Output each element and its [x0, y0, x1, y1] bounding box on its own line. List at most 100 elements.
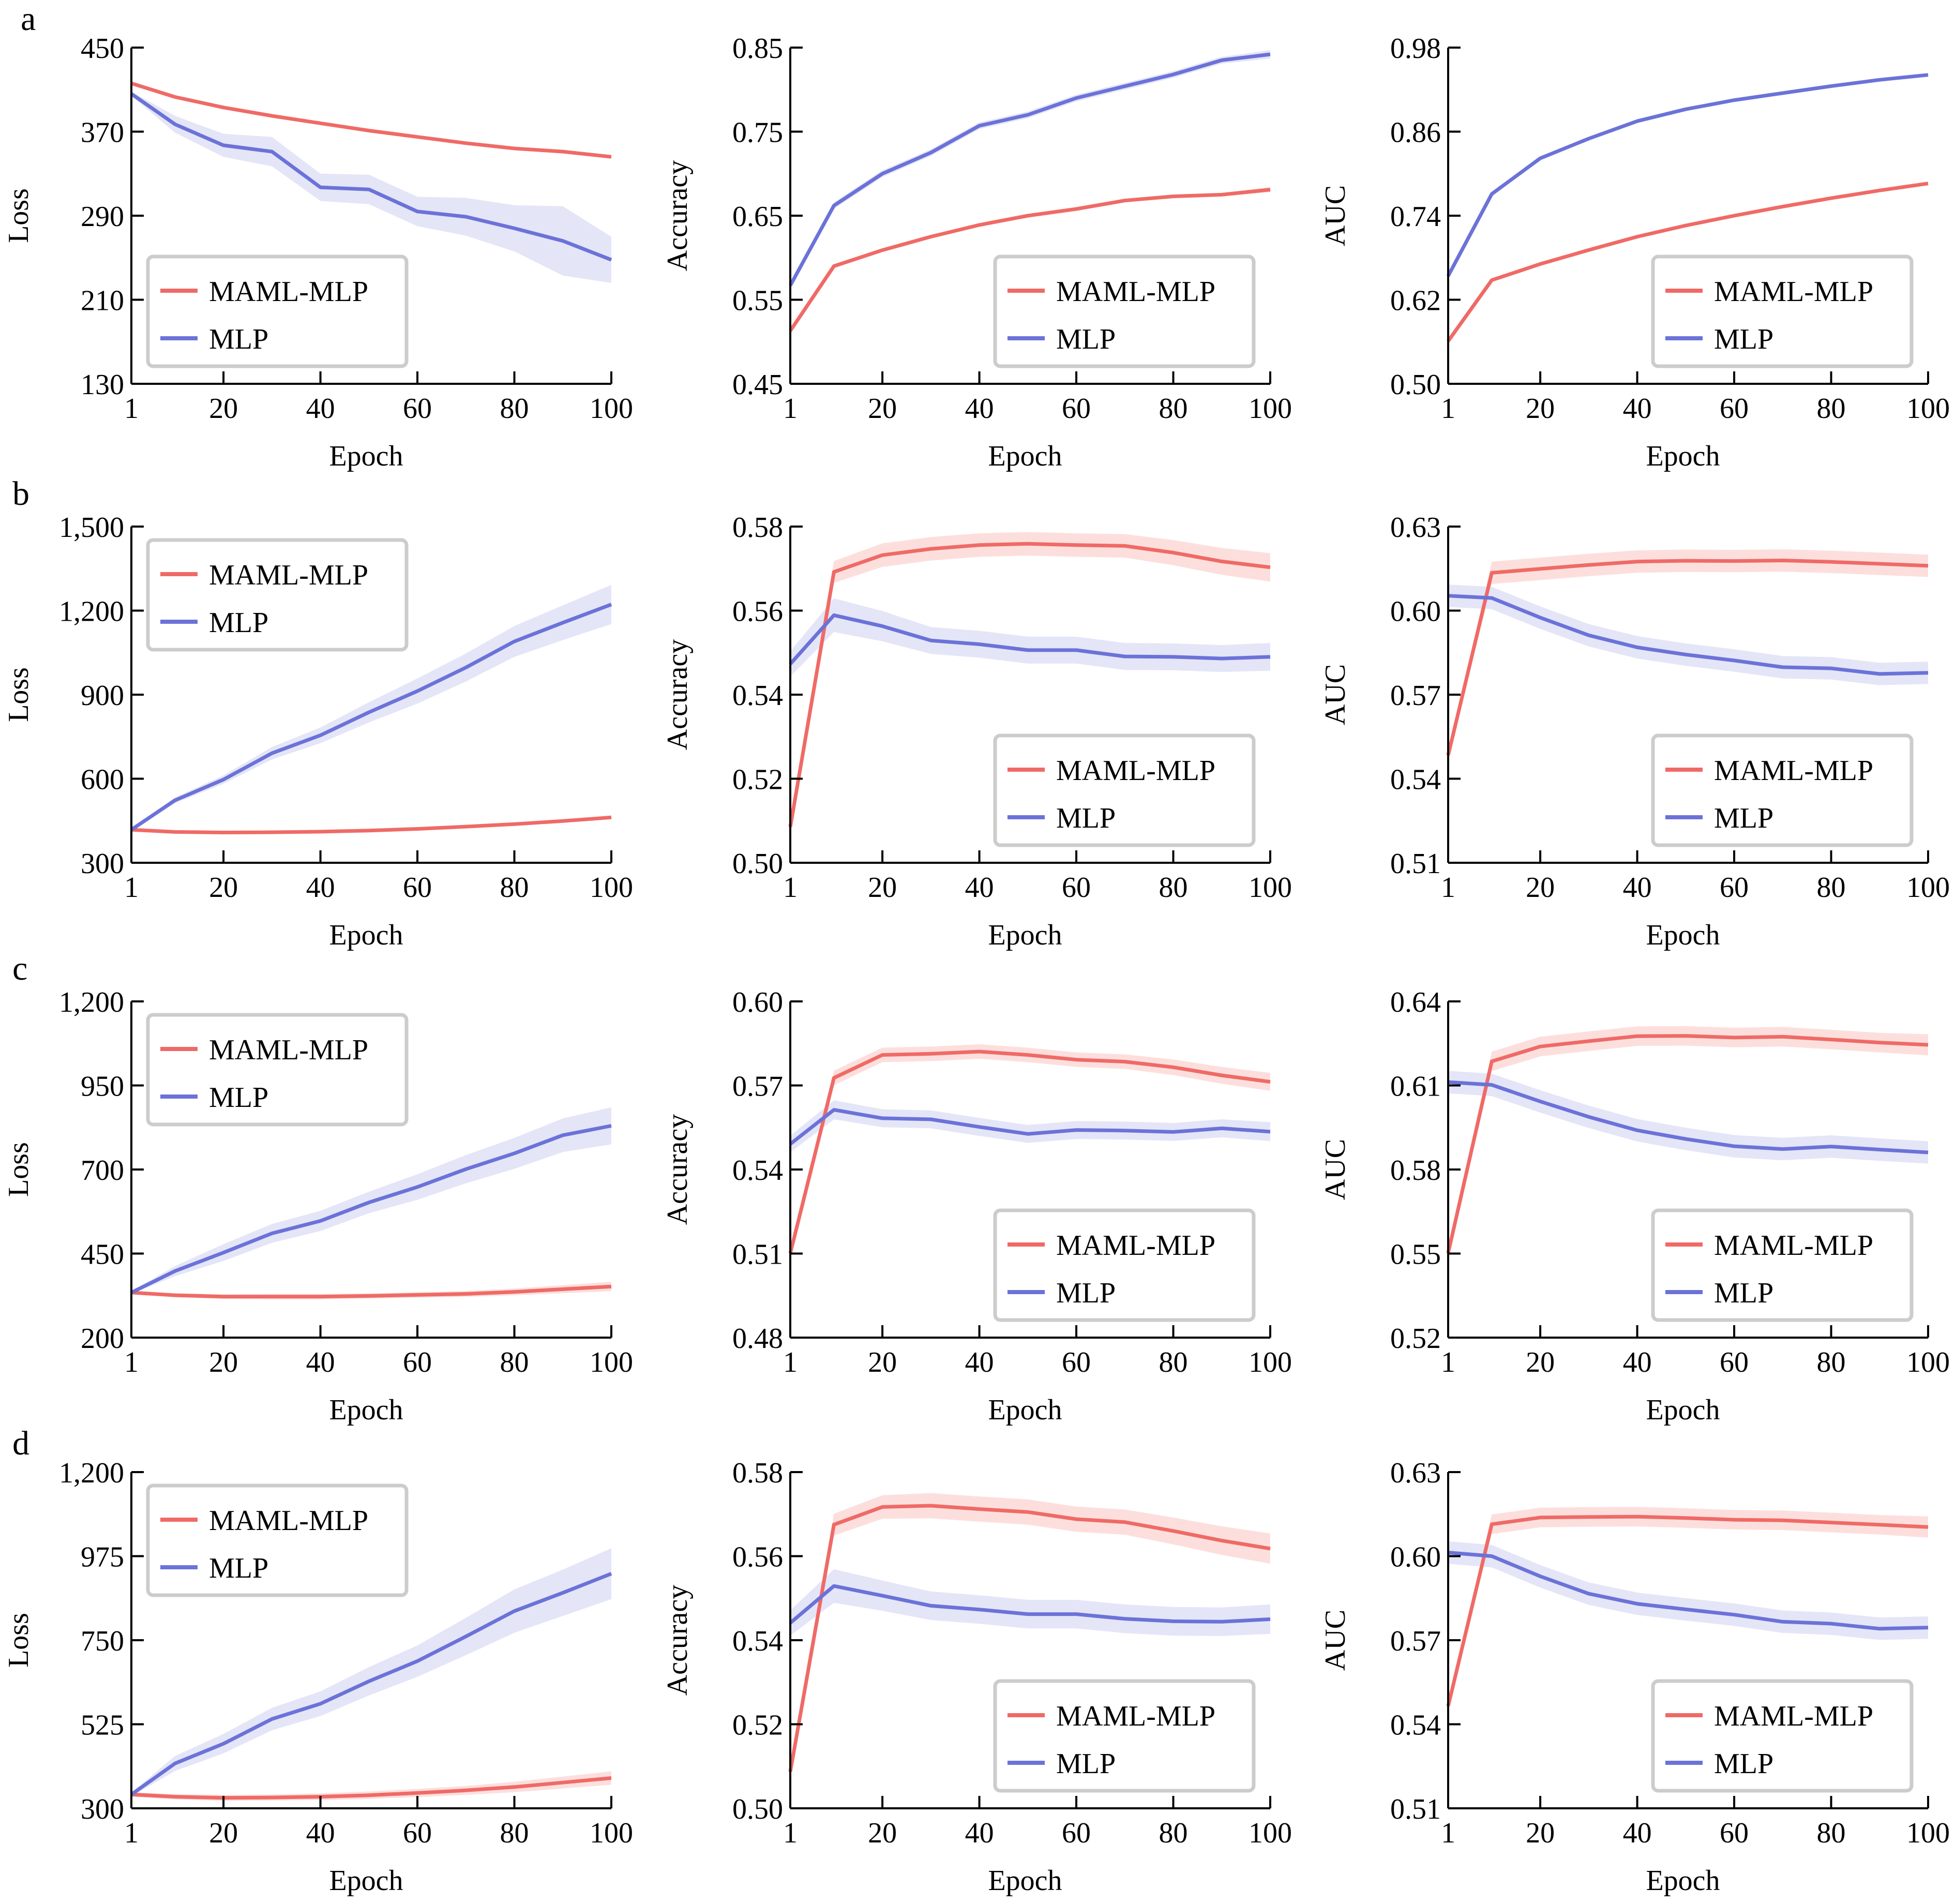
- x-tick-label: 80: [500, 393, 529, 425]
- legend-label-mlp: MLP: [1714, 802, 1773, 834]
- y-tick-label: 290: [81, 201, 124, 233]
- x-tick-label: 100: [1906, 1817, 1950, 1849]
- x-tick-label: 60: [1062, 393, 1091, 425]
- legend-frame: [1653, 1681, 1912, 1791]
- legend-frame: [995, 1681, 1254, 1791]
- y-axis-label: Accuracy: [661, 1114, 694, 1225]
- band-mlp: [1448, 73, 1928, 277]
- x-tick-label: 40: [306, 1817, 335, 1849]
- x-tick-label: 20: [1526, 1817, 1555, 1849]
- legend: MAML-MLP MLP: [995, 736, 1254, 845]
- legend-label-mlp: MLP: [1056, 1748, 1116, 1780]
- x-tick-label: 20: [868, 393, 897, 425]
- x-axis-label: Epoch: [988, 440, 1062, 472]
- y-tick-label: 0.52: [732, 764, 783, 796]
- x-tick-label: 100: [1906, 1346, 1950, 1378]
- y-tick-label: 950: [81, 1071, 124, 1103]
- band-mlp: [790, 50, 1270, 288]
- legend-frame: [1653, 1210, 1912, 1320]
- band-mlp: [131, 92, 611, 283]
- legend-label-mlp: MLP: [1056, 1277, 1116, 1309]
- legend-label-maml-mlp: MAML-MLP: [1056, 1230, 1215, 1262]
- x-tick-label: 1: [1441, 1346, 1455, 1378]
- x-tick-label: 80: [1159, 872, 1188, 904]
- legend-label-mlp: MLP: [209, 1082, 268, 1114]
- row-label-b: b: [12, 477, 29, 511]
- legend-label-maml-mlp: MAML-MLP: [1056, 755, 1215, 787]
- y-axis-label: Loss: [3, 1613, 35, 1668]
- y-tick-label: 0.63: [1390, 512, 1441, 544]
- x-tick-label: 1: [124, 872, 139, 904]
- x-tick-label: 20: [1526, 393, 1555, 425]
- line-mlp: [790, 54, 1270, 286]
- x-tick-label: 20: [209, 872, 238, 904]
- x-axis-label: Epoch: [988, 1865, 1062, 1897]
- x-tick-label: 100: [590, 393, 633, 425]
- x-tick-label: 80: [500, 1817, 529, 1849]
- x-tick-label: 40: [965, 1346, 994, 1378]
- x-tick-label: 1: [783, 1346, 798, 1378]
- y-tick-label: 300: [81, 1793, 124, 1825]
- y-tick-label: 0.51: [1390, 1793, 1441, 1825]
- y-tick-label: 130: [81, 369, 124, 401]
- y-tick-label: 0.85: [732, 33, 783, 65]
- x-axis-label: Epoch: [1646, 440, 1720, 472]
- x-tick-label: 80: [1817, 872, 1846, 904]
- x-tick-label: 80: [1817, 393, 1846, 425]
- legend-frame: [148, 257, 407, 366]
- x-axis-label: Epoch: [329, 440, 403, 472]
- x-tick-label: 40: [965, 393, 994, 425]
- y-tick-label: 370: [81, 117, 124, 149]
- x-axis-label: Epoch: [988, 919, 1062, 951]
- x-tick-label: 80: [1817, 1817, 1846, 1849]
- x-tick-label: 60: [403, 1346, 432, 1378]
- x-tick-label: 60: [1720, 1346, 1749, 1378]
- x-tick-label: 1: [783, 872, 798, 904]
- x-tick-label: 20: [1526, 872, 1555, 904]
- y-tick-label: 200: [81, 1323, 124, 1355]
- legend-frame: [148, 540, 407, 650]
- legend-frame: [995, 257, 1254, 366]
- y-tick-label: 0.63: [1390, 1457, 1441, 1489]
- legend-label-mlp: MLP: [1056, 802, 1116, 834]
- y-tick-label: 0.62: [1390, 285, 1441, 317]
- x-tick-label: 100: [1249, 872, 1292, 904]
- y-tick-label: 0.74: [1390, 201, 1441, 233]
- x-tick-label: 60: [403, 1817, 432, 1849]
- legend-label-maml-mlp: MAML-MLP: [209, 276, 368, 308]
- legend-frame: [995, 1210, 1254, 1320]
- x-tick-label: 100: [590, 872, 633, 904]
- y-tick-label: 0.50: [732, 1793, 783, 1825]
- confidence-bands: [131, 82, 611, 283]
- y-tick-label: 900: [81, 680, 124, 712]
- confidence-bands: [1448, 1507, 1928, 1707]
- x-tick-label: 60: [1720, 1817, 1749, 1849]
- row-label-a: a: [21, 2, 36, 36]
- y-axis-label: Loss: [3, 188, 35, 243]
- y-axis-label: Loss: [3, 667, 35, 722]
- x-tick-label: 80: [500, 1346, 529, 1378]
- legend-label-mlp: MLP: [1714, 323, 1773, 355]
- line-maml-mlp: [131, 817, 611, 832]
- y-tick-label: 0.64: [1390, 986, 1441, 1018]
- y-tick-label: 0.75: [732, 117, 783, 149]
- x-tick-label: 100: [590, 1817, 633, 1849]
- x-tick-label: 60: [1720, 393, 1749, 425]
- x-tick-label: 60: [1062, 1817, 1091, 1849]
- y-tick-label: 0.48: [732, 1323, 783, 1355]
- legend-label-mlp: MLP: [209, 323, 268, 355]
- y-tick-label: 0.54: [732, 1625, 783, 1657]
- y-tick-label: 0.61: [1390, 1071, 1441, 1103]
- x-tick-label: 20: [209, 393, 238, 425]
- y-tick-label: 0.50: [1390, 369, 1441, 401]
- y-axis-label: AUC: [1319, 664, 1351, 725]
